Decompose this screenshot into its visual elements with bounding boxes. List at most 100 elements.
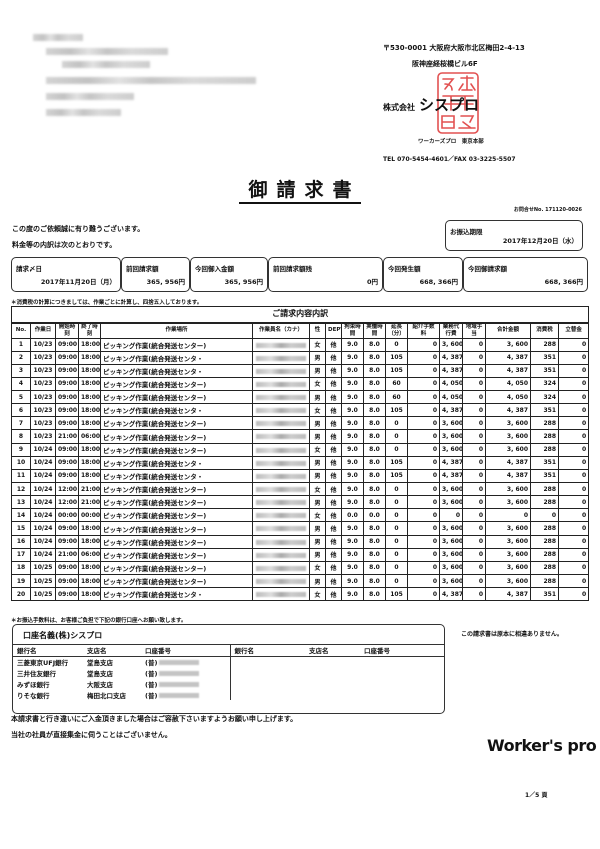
sender-division: ワーカーズプロ 東京本部 bbox=[418, 139, 484, 145]
column-header: 地域手当 bbox=[462, 322, 486, 339]
column-header: No. bbox=[11, 322, 31, 339]
cell-tax: 288 bbox=[530, 560, 559, 576]
cell-no: 14 bbox=[11, 508, 31, 523]
transfer-fee-note: ＊お振込手数料は、お客様ご負担で下記の銀行口座へお願い致します。 bbox=[11, 618, 187, 624]
branch-header: 支店名 bbox=[83, 645, 141, 657]
worker-name-redacted bbox=[252, 468, 310, 484]
cell-date: 10/25 bbox=[30, 560, 56, 576]
table-row: 15 10/24 09:00 18:00 ピッキング作業(統合発送センター) 男他 9.0 8… bbox=[11, 521, 590, 536]
cell-gender: 女 bbox=[309, 442, 326, 457]
cell-place: ピッキング作業(統合発送センター) bbox=[100, 534, 253, 549]
cell-referral-fee: 0 bbox=[407, 442, 440, 457]
cell-tax: 351 bbox=[530, 403, 559, 418]
worker-name-redacted bbox=[252, 442, 310, 457]
cell-work-hours: 8.0 bbox=[363, 468, 386, 484]
cell-no: 8 bbox=[11, 429, 31, 444]
column-header: 終了時刻 bbox=[78, 322, 101, 339]
bank-name: りそな銀行 bbox=[17, 691, 50, 700]
sender-company: 株式会社 シスプロ bbox=[383, 94, 479, 115]
table-row: 13 10/24 12:00 21:00 ピッキング作業(統合発送センター) 男他 9.0 8… bbox=[11, 495, 590, 510]
cell-area-allowance: 0 bbox=[462, 350, 486, 365]
cell-work-hours: 0.0 bbox=[363, 508, 386, 523]
cell-service-fee: 4, 387 bbox=[439, 468, 463, 484]
worker-name-redacted bbox=[252, 337, 310, 352]
cell-dept: 他 bbox=[325, 495, 342, 510]
cell-gender: 男 bbox=[309, 534, 326, 549]
cell-referral-fee: 0 bbox=[407, 547, 440, 562]
cell-bound-hours: 9.0 bbox=[341, 560, 364, 576]
cell-referral-fee: 0 bbox=[407, 376, 440, 392]
cell-work-hours: 8.0 bbox=[363, 376, 386, 392]
footer-note: 当社の社員が直接集金に伺うことはございません。 bbox=[11, 731, 172, 739]
worker-name-redacted bbox=[252, 390, 310, 405]
cell-no: 10 bbox=[11, 455, 31, 470]
account-number: (普) bbox=[141, 678, 231, 689]
cell-total: 3, 600 bbox=[485, 521, 531, 536]
cell-dept: 他 bbox=[325, 376, 342, 392]
cell-bound-hours: 9.0 bbox=[341, 482, 364, 497]
cell-overtime: 0 bbox=[385, 534, 408, 549]
cell-service-fee: 4, 387 bbox=[439, 587, 463, 602]
cell-start: 09:00 bbox=[55, 442, 79, 457]
summary-previous-amount: 前回請求額 365, 956円 bbox=[121, 257, 190, 292]
table-row: 9 10/24 09:00 18:00 ピッキング作業(統合発送センター) 女他 9.0 8.… bbox=[11, 442, 590, 457]
summary-total-billed: 今回御請求額 668, 366円 bbox=[463, 257, 588, 292]
cell-dept: 他 bbox=[325, 429, 342, 444]
summary-billing-date: 請求〆日 2017年11月20日（月） bbox=[11, 257, 121, 292]
column-header: 合計金額 bbox=[485, 322, 531, 339]
table-row: 10 10/24 09:00 18:00 ピッキング作業(統合発送センタ・ 男他 9.0 8.… bbox=[11, 455, 590, 470]
cell-dept: 他 bbox=[325, 455, 342, 470]
cell-work-hours: 8.0 bbox=[363, 455, 386, 470]
cell-tax: 288 bbox=[530, 534, 559, 549]
cell-gender: 男 bbox=[309, 547, 326, 562]
cell-work-hours: 8.0 bbox=[363, 547, 386, 562]
cell-place: ピッキング作業(統合発送センター) bbox=[100, 390, 253, 405]
cell-area-allowance: 0 bbox=[462, 390, 486, 405]
cell-date: 10/24 bbox=[30, 468, 56, 484]
cell-dept: 他 bbox=[325, 482, 342, 497]
cell-start: 12:00 bbox=[55, 482, 79, 497]
cell-overtime: 105 bbox=[385, 363, 408, 378]
cell-overtime: 0 bbox=[385, 521, 408, 536]
bank-header: 銀行名 bbox=[13, 645, 83, 657]
worker-name-redacted bbox=[252, 587, 310, 602]
cell-no: 4 bbox=[11, 376, 31, 392]
cell-end: 06:00 bbox=[78, 547, 101, 562]
cell-place: ピッキング作業(統合発送センター) bbox=[100, 376, 253, 392]
cell-tax: 288 bbox=[530, 521, 559, 536]
cell-tax: 288 bbox=[530, 574, 559, 589]
cell-start: 09:00 bbox=[55, 376, 79, 392]
bank-name: 三菱東京UFJ銀行 bbox=[17, 658, 69, 667]
cell-bound-hours: 9.0 bbox=[341, 442, 364, 457]
cell-overtime: 105 bbox=[385, 468, 408, 484]
cell-area-allowance: 0 bbox=[462, 376, 486, 392]
bank-name: みずほ銀行 bbox=[17, 680, 50, 689]
cell-end: 18:00 bbox=[78, 363, 101, 378]
cell-total: 4, 387 bbox=[485, 363, 531, 378]
cell-start: 09:00 bbox=[55, 337, 79, 352]
branch-name: 堂島支店 bbox=[87, 658, 113, 667]
cell-service-fee: 3, 600 bbox=[439, 416, 463, 431]
sender-address: 〒530-0001 大阪府大阪市北区梅田2-4-13 bbox=[383, 44, 525, 52]
cell-area-allowance: 0 bbox=[462, 363, 486, 378]
cell-place: ピッキング作業(統合発送センター) bbox=[100, 442, 253, 457]
cell-end: 18:00 bbox=[78, 560, 101, 576]
cell-gender: 男 bbox=[309, 429, 326, 444]
cell-area-allowance: 0 bbox=[462, 534, 486, 549]
cell-overtime: 0 bbox=[385, 508, 408, 523]
cell-start: 12:00 bbox=[55, 495, 79, 510]
cell-place: ピッキング作業(統合発送センタ・ bbox=[100, 363, 253, 378]
cell-no: 16 bbox=[11, 534, 31, 549]
bank-name: 三井住友銀行 bbox=[17, 669, 56, 678]
cell-bound-hours: 9.0 bbox=[341, 468, 364, 484]
cell-end: 18:00 bbox=[78, 468, 101, 484]
cell-dept: 他 bbox=[325, 337, 342, 352]
cell-gender: 男 bbox=[309, 468, 326, 484]
cell-area-allowance: 0 bbox=[462, 429, 486, 444]
cell-no: 9 bbox=[11, 442, 31, 457]
cell-tax: 288 bbox=[530, 429, 559, 444]
summary-previous-balance: 前回請求額残 0円 bbox=[268, 257, 383, 292]
worker-name-redacted bbox=[252, 363, 310, 378]
cell-overtime: 0 bbox=[385, 429, 408, 444]
cell-area-allowance: 0 bbox=[462, 495, 486, 510]
